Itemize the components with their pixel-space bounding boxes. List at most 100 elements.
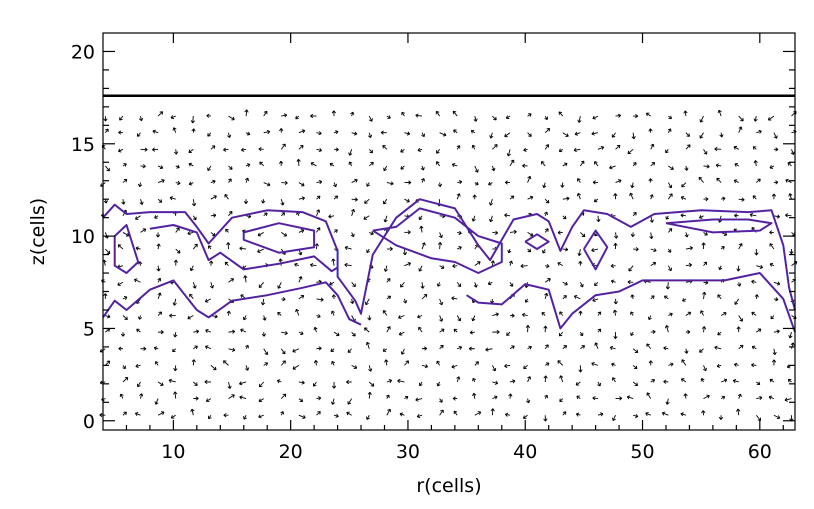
vector-arrow (732, 378, 739, 384)
vector-arrow (153, 346, 159, 351)
vector-arrow (699, 348, 704, 353)
vector-arrow (544, 344, 549, 350)
vector-arrow (228, 210, 233, 217)
vector-arrow (420, 282, 425, 289)
plot-frame (102, 32, 796, 431)
vector-arrow (294, 262, 300, 267)
vector-arrow (557, 230, 563, 235)
vector-arrow (138, 116, 144, 122)
vector-arrow (755, 414, 762, 422)
vector-arrow (522, 163, 528, 168)
vector-arrow (667, 182, 673, 189)
vector-arrow (415, 397, 423, 402)
vector-arrow (491, 165, 496, 172)
vector-arrow (527, 376, 532, 383)
vector-arrow (485, 347, 493, 352)
vector-arrow (720, 311, 727, 316)
vector-arrow (400, 348, 405, 355)
vector-arrow (509, 313, 515, 318)
vector-arrow (258, 281, 265, 288)
vector-arrow (474, 165, 479, 173)
vector-arrow (559, 311, 564, 316)
vector-arrow (578, 260, 583, 266)
vector-arrow (152, 147, 159, 152)
vector-arrow (173, 365, 178, 372)
vector-arrow (168, 378, 176, 383)
vector-arrow (787, 162, 792, 167)
vector-arrow (752, 195, 757, 200)
vector-arrow (157, 111, 164, 117)
vector-arrow (205, 345, 212, 350)
vector-arrow (298, 145, 304, 150)
vector-arrow (596, 215, 601, 223)
vector-arrow (263, 348, 269, 356)
vector-arrow (522, 414, 528, 419)
vector-arrow (243, 275, 248, 283)
vector-arrow (769, 262, 775, 267)
vector-arrow (544, 278, 551, 283)
vector-arrow (559, 375, 564, 383)
vector-arrow (703, 394, 710, 400)
vector-arrow (505, 115, 511, 120)
vector-arrow (400, 281, 405, 288)
vector-arrow (105, 328, 111, 333)
vector-arrow (316, 227, 321, 233)
vector-arrow (768, 395, 775, 400)
vector-arrow (592, 298, 599, 303)
vector-arrow (703, 261, 708, 266)
vector-arrow (680, 378, 687, 383)
vector-arrow (612, 309, 618, 316)
vector-arrow (364, 198, 370, 204)
vector-arrow (140, 346, 147, 351)
vector-arrow (474, 411, 482, 416)
vector-arrow (633, 247, 639, 252)
vector-arrow (650, 161, 656, 167)
vector-arrow (680, 412, 687, 417)
vector-arrow (751, 279, 757, 284)
vector-arrow (258, 381, 265, 388)
vector-arrow (579, 331, 584, 337)
vector-arrow (402, 248, 408, 256)
vector-arrow (701, 326, 707, 333)
vector-arrow (542, 182, 547, 189)
vector-arrow (562, 247, 569, 252)
vector-arrow (506, 331, 511, 336)
vector-arrow (103, 116, 108, 122)
vector-arrow (543, 325, 548, 333)
vector-arrow (104, 128, 109, 133)
vector-arrow (328, 214, 335, 219)
vector-arrow (715, 163, 722, 168)
vector-arrow (281, 232, 288, 237)
vector-arrow (520, 263, 528, 269)
vector-arrow (471, 315, 476, 322)
vector-arrow (557, 360, 564, 366)
vector-arrow (310, 113, 317, 119)
vector-arrow (579, 282, 584, 288)
vector-arrow (193, 329, 200, 334)
vector-arrow (650, 143, 655, 150)
vector-arrow (418, 265, 423, 272)
vector-arrow (187, 231, 194, 236)
vector-arrow (457, 179, 463, 185)
vector-arrow (103, 199, 108, 204)
contour-core-inner-box (243, 222, 315, 254)
vector-arrow (154, 398, 159, 405)
vector-arrow (243, 415, 247, 420)
vector-arrow (437, 182, 443, 188)
vector-arrow (650, 248, 657, 253)
vector-arrow (383, 165, 388, 172)
vector-arrow (772, 348, 777, 356)
vector-arrow (451, 364, 458, 369)
vector-arrow (716, 177, 722, 183)
vector-arrow (469, 330, 475, 335)
contour-inner-center (372, 207, 503, 274)
vector-arrow (228, 178, 232, 183)
vector-arrow (630, 232, 635, 238)
vector-arrow (559, 398, 564, 403)
vector-arrow (105, 314, 111, 319)
vector-arrow (347, 398, 353, 405)
vector-arrow (346, 379, 352, 385)
vector-arrow (647, 315, 652, 321)
vector-arrow (421, 364, 429, 369)
vector-arrow (632, 348, 639, 354)
